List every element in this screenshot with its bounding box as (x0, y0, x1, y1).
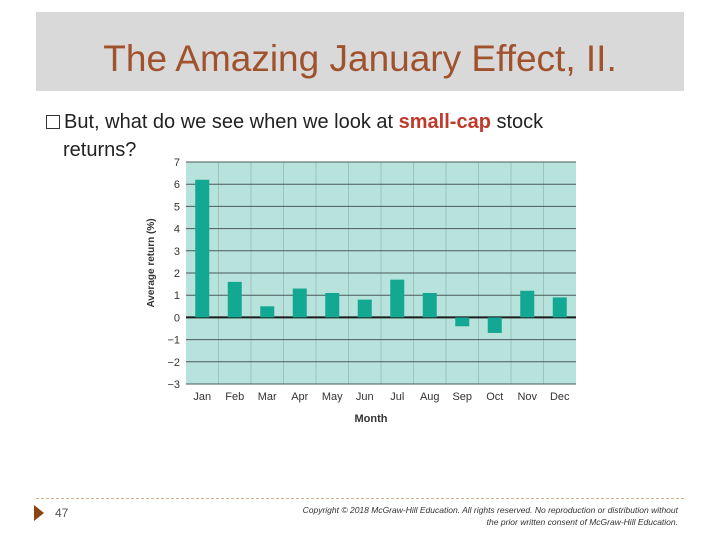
monthly-returns-chart: 7 6 5 4 3 2 1 0 −1 −2 −3 Jan Feb Mar Apr May Jun Jul Aug Se… (146, 157, 576, 425)
bar-mar (260, 306, 275, 318)
page-arrow-icon (34, 505, 44, 521)
footer-divider (36, 498, 684, 499)
bar-sep (455, 317, 470, 327)
y-tick-label: −2 (167, 357, 180, 369)
copyright-line-2: the prior written consent of McGraw-Hill… (486, 517, 678, 527)
x-tick-label: Mar (258, 391, 277, 403)
x-tick-label: Dec (550, 391, 570, 403)
bullet-text-line2: returns? (63, 139, 137, 161)
y-tick-label: 1 (174, 290, 180, 302)
bar-apr (292, 288, 307, 318)
x-tick-label: Apr (291, 391, 308, 403)
x-tick-label: Jan (193, 391, 211, 403)
y-tick-label: 7 (174, 157, 180, 169)
bar-feb (227, 281, 242, 318)
x-tick-label: Jun (356, 391, 374, 403)
copyright-line-1: Copyright © 2018 McGraw-Hill Education. … (302, 505, 678, 515)
bullet-point: But, what do we see when we look at smal… (46, 108, 686, 164)
bar-dec (552, 297, 567, 318)
y-tick-label: −1 (167, 335, 180, 347)
bar-may (325, 292, 340, 318)
y-tick-label: 5 (174, 201, 180, 213)
y-tick-label: 6 (174, 179, 180, 191)
y-tick-label: −3 (167, 379, 180, 391)
bullet-text-end: stock (490, 111, 544, 133)
slide-title: The Amazing January Effect, II. (103, 38, 617, 79)
y-axis-label: Average return (%) (146, 218, 157, 307)
bullet-square-icon (46, 115, 60, 129)
x-axis-label: Month (355, 413, 388, 425)
bar-oct (487, 317, 502, 333)
x-tick-label: Sep (452, 391, 472, 403)
x-tick-label: Aug (420, 391, 440, 403)
x-tick-label: Oct (486, 391, 503, 403)
bar-nov (520, 290, 535, 318)
y-tick-label: 4 (174, 224, 180, 236)
x-tick-label: Feb (225, 391, 244, 403)
copyright-notice: Copyright © 2018 McGraw-Hill Education. … (208, 504, 678, 528)
x-tick-label: May (322, 391, 343, 403)
y-tick-label: 0 (174, 312, 180, 324)
title-band: The Amazing January Effect, II. (36, 12, 684, 91)
bar-jul (390, 279, 405, 318)
bullet-highlight: small-cap (398, 111, 491, 133)
page-number: 47 (55, 506, 69, 520)
x-tick-label: Nov (517, 391, 537, 403)
y-tick-label: 2 (174, 268, 180, 280)
x-tick-label: Jul (390, 391, 404, 403)
y-tick-label: 3 (174, 246, 180, 258)
bullet-text-start: But, what do we see when we look at (64, 111, 399, 133)
bar-aug (422, 292, 437, 318)
bar-jun (357, 299, 372, 318)
bar-jan (195, 179, 210, 318)
